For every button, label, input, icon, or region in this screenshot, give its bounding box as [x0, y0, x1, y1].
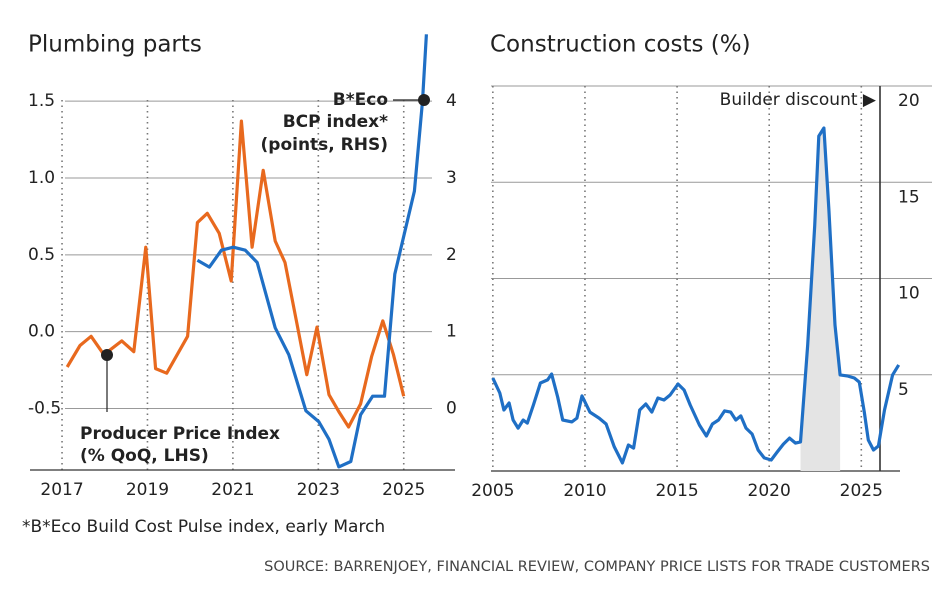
x-tick-label: 2025 [840, 481, 883, 501]
y-tick-label: 1.5 [28, 91, 55, 111]
series-line [491, 126, 901, 465]
x-tick-label: 2005 [471, 481, 514, 501]
marker-dot [101, 349, 113, 361]
marker-dot [418, 94, 430, 106]
y-tick-label: 20 [898, 91, 920, 111]
y-tick-label: 10 [898, 284, 920, 304]
y-tick-label: 1.0 [28, 168, 55, 188]
x-tick-label: 2020 [748, 481, 791, 501]
chart-title: Construction costs (%) [490, 32, 751, 58]
annotation: B*Eco [333, 90, 388, 110]
y-tick-label: -0.5 [28, 399, 61, 419]
y-tick-label: 15 [898, 187, 920, 207]
series-line [196, 34, 428, 469]
annotation: BCP index* [283, 112, 388, 132]
y2-tick-label: 3 [446, 168, 457, 188]
series-line [65, 119, 406, 429]
annotation: (points, RHS) [261, 135, 389, 155]
x-tick-label: 2010 [563, 481, 606, 501]
footnote: *B*Eco Build Cost Pulse index, early Mar… [22, 517, 385, 537]
x-tick-label: 2015 [655, 481, 698, 501]
source: SOURCE: BARRENJOEY, FINANCIAL REVIEW, CO… [264, 559, 930, 575]
y2-tick-label: 1 [446, 322, 457, 342]
x-tick-label: 2017 [40, 480, 83, 500]
y2-tick-label: 0 [446, 399, 457, 419]
x-tick-label: 2023 [297, 480, 340, 500]
chart-title: Plumbing parts [28, 32, 202, 58]
annotation: Producer Price Index [80, 424, 280, 444]
y2-tick-label: 2 [446, 245, 457, 265]
x-tick-label: 2019 [126, 480, 169, 500]
y-tick-label: 0.5 [28, 245, 55, 265]
y2-tick-label: 4 [446, 91, 457, 111]
y-tick-label: 0.0 [28, 322, 55, 342]
shaded-area [800, 128, 841, 471]
annotation: (% QoQ, LHS) [80, 446, 209, 466]
x-tick-label: 2025 [382, 480, 425, 500]
y-tick-label: 5 [898, 380, 909, 400]
annotation: Builder discount ▶ [720, 90, 877, 110]
x-tick-label: 2021 [211, 480, 254, 500]
